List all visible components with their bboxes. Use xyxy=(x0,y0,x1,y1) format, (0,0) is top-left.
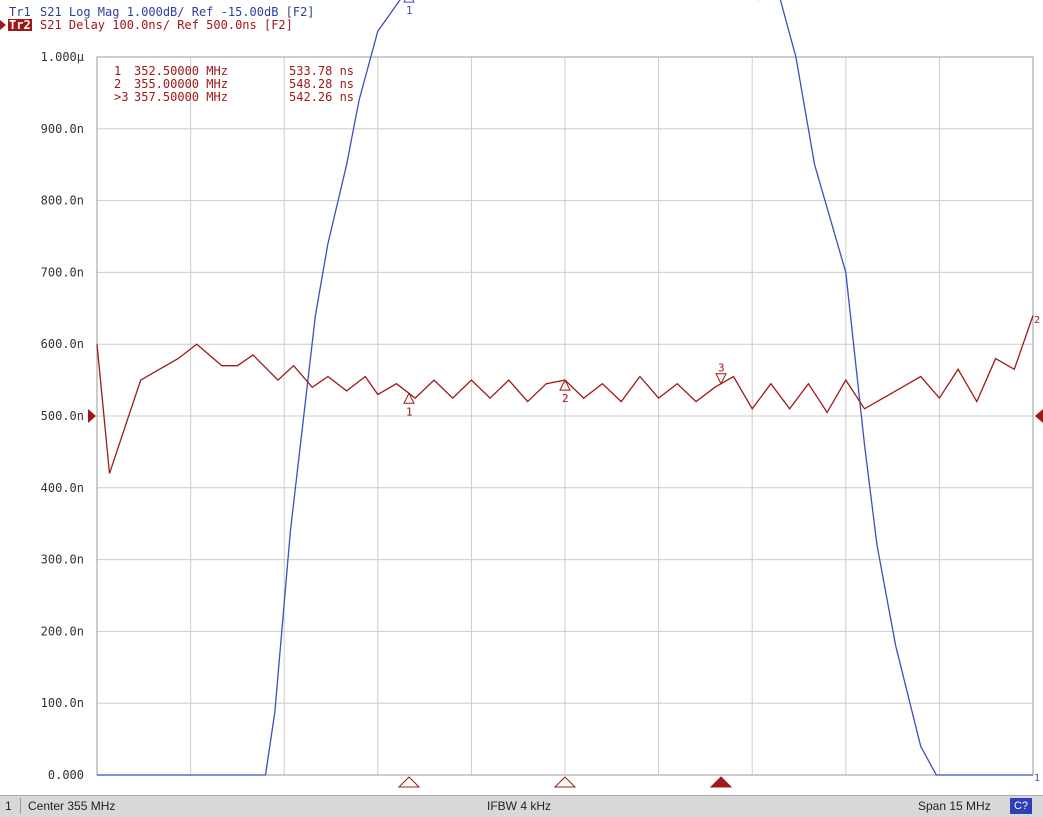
status-calibration[interactable]: C? xyxy=(1010,798,1032,814)
trace1-end-label: 1 xyxy=(1034,773,1040,784)
marker-table-frequency: 355.00000 MHz xyxy=(134,77,228,91)
status-center-frequency[interactable]: Center 355 MHz xyxy=(28,799,116,813)
stimulus-marker-icon xyxy=(553,776,577,788)
stimulus-markers xyxy=(397,776,733,788)
right-reference-arrow-icon xyxy=(1035,409,1043,423)
marker-number-label: 1 xyxy=(406,405,413,418)
marker-triangle-icon xyxy=(403,392,415,404)
marker-table-label: 2 xyxy=(114,77,121,91)
trace-markers: 112233 xyxy=(403,0,727,418)
trace1-description: S21 Log Mag 1.000dB/ Ref -15.00dB [F2] xyxy=(40,5,315,19)
stimulus-marker-icon xyxy=(397,776,421,788)
marker-table-frequency: 352.50000 MHz xyxy=(134,64,228,78)
marker-table: 1 352.50000 MHz 533.78 ns 2 355.00000 MHz 548… xyxy=(114,64,354,104)
status-divider xyxy=(20,798,21,814)
y-tick-label: 200.0n xyxy=(41,624,84,638)
marker-number-label: 2 xyxy=(562,392,569,405)
marker-table-value: 542.26 ns xyxy=(289,90,354,104)
plot-area[interactable]: 1.000µ 900.0n 800.0n 700.0n 600.0n 500.0n 400.… xyxy=(0,0,1043,795)
status-span[interactable]: Span 15 MHz xyxy=(918,799,991,813)
reference-indicators: 21 xyxy=(88,315,1043,784)
marker-triangle-icon xyxy=(559,378,571,391)
marker-number-label: 3 xyxy=(718,362,725,375)
marker-table-label: 1 xyxy=(114,64,121,78)
trace2-delay-line xyxy=(96,315,1034,474)
marker-triangle-icon xyxy=(403,0,415,3)
marker-table-value: 533.78 ns xyxy=(289,64,354,78)
plot-frame xyxy=(96,56,1034,776)
trace1-id[interactable]: Tr1 xyxy=(9,5,31,19)
y-tick-label: 0.000 xyxy=(48,768,84,782)
y-tick-label: 1.000µ xyxy=(41,50,84,64)
marker-number-label: 1 xyxy=(406,4,413,17)
y-tick-label: 800.0n xyxy=(41,194,84,208)
active-trace-arrow-icon xyxy=(0,20,6,30)
marker-table-value: 548.28 ns xyxy=(289,77,354,91)
marker-triangle-icon xyxy=(715,373,727,385)
trace2-header[interactable]: Tr2 S21 Delay 100.0ns/ Ref 500.0ns [F2] xyxy=(0,18,293,33)
trace1-header[interactable]: Tr1 S21 Log Mag 1.000dB/ Ref -15.00dB [F… xyxy=(0,5,315,20)
status-channel[interactable]: 1 xyxy=(5,799,12,813)
y-tick-label: 400.0n xyxy=(41,481,84,495)
y-axis-tick-labels: 1.000µ 900.0n 800.0n 700.0n 600.0n 500.0n 400.… xyxy=(41,50,84,782)
y-tick-label: 600.0n xyxy=(41,337,84,351)
trace2-end-label: 2 xyxy=(1034,315,1040,326)
y-tick-label: 500.0n xyxy=(41,409,84,423)
y-tick-label: 700.0n xyxy=(41,265,84,279)
trace-header: Tr1 S21 Log Mag 1.000dB/ Ref -15.00dB [F… xyxy=(0,0,1043,44)
y-tick-label: 100.0n xyxy=(41,696,84,710)
y-tick-label: 900.0n xyxy=(41,122,84,136)
traces xyxy=(96,0,1034,776)
trace2-description: S21 Delay 100.0ns/ Ref 500.0ns [F2] xyxy=(40,18,293,32)
status-bar: 1 Center 355 MHz IFBW 4 kHz Span 15 MHz … xyxy=(0,795,1043,817)
marker-table-frequency: 357.50000 MHz xyxy=(134,90,228,104)
grid xyxy=(96,56,1034,776)
status-ifbw[interactable]: IFBW 4 kHz xyxy=(487,799,552,813)
marker-table-label: >3 xyxy=(114,90,128,104)
y-tick-label: 300.0n xyxy=(41,553,84,567)
trace1-log-mag-line xyxy=(97,0,1033,776)
stimulus-marker-icon xyxy=(709,776,733,788)
trace2-id[interactable]: Tr2 xyxy=(8,18,32,32)
left-reference-arrow-icon xyxy=(88,409,96,423)
